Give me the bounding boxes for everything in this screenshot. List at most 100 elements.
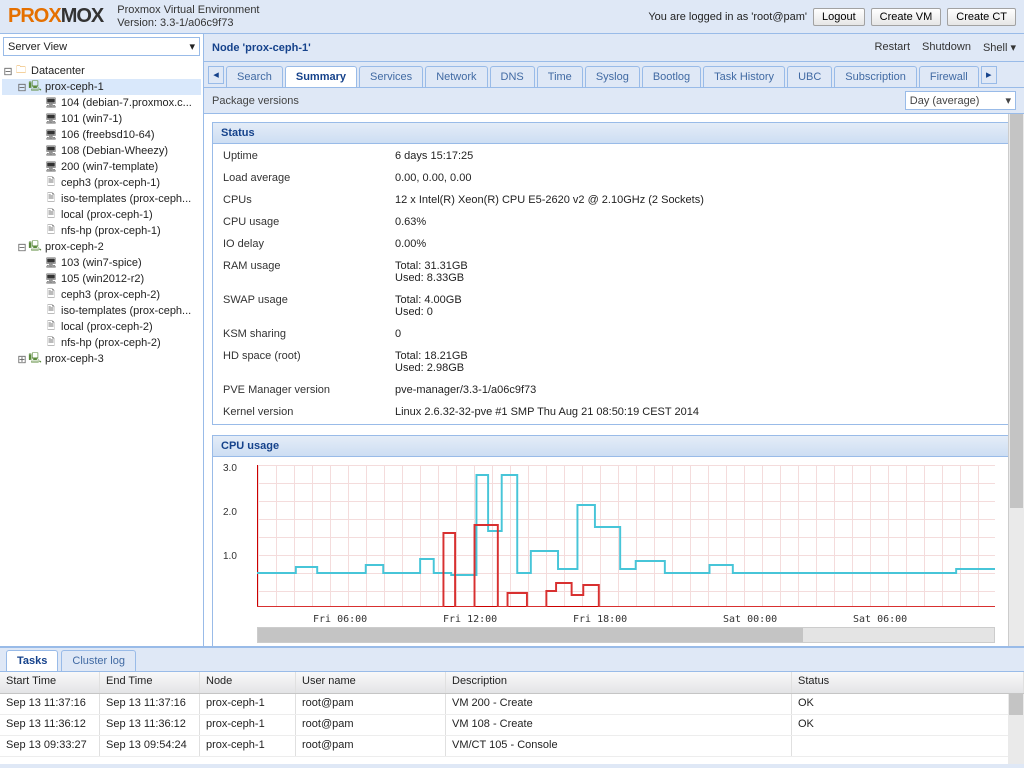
- task-cell: root@pam: [296, 715, 446, 735]
- tree-item[interactable]: 🖥200 (win7-template): [2, 159, 201, 175]
- status-key: Load average: [215, 168, 385, 188]
- tree-item[interactable]: 🗎iso-templates (prox-ceph...: [2, 303, 201, 319]
- tree-item[interactable]: 🗎iso-templates (prox-ceph...: [2, 191, 201, 207]
- tree-item[interactable]: 🖥105 (win2012-r2): [2, 271, 201, 287]
- task-cell: Sep 13 11:36:12: [100, 715, 200, 735]
- tree-item[interactable]: 🗎local (prox-ceph-2): [2, 319, 201, 335]
- expand-icon[interactable]: ⊞: [16, 353, 28, 366]
- status-key: KSM sharing: [215, 324, 385, 344]
- tab-subscription[interactable]: Subscription: [834, 66, 917, 87]
- column-header[interactable]: End Time: [100, 672, 200, 693]
- tree-datacenter[interactable]: ⊟🗀Datacenter: [2, 63, 201, 79]
- tree-label: ceph3 (prox-ceph-1): [61, 177, 160, 189]
- status-key: HD space (root): [215, 346, 385, 378]
- scrollbar-thumb[interactable]: [258, 628, 803, 642]
- shell-button[interactable]: Shell ▾: [983, 41, 1016, 54]
- tree-label: 104 (debian-7.proxmox.c...: [61, 97, 192, 109]
- tree-item[interactable]: 🖥106 (freebsd10-64): [2, 127, 201, 143]
- tab-cluster-log[interactable]: Cluster log: [61, 650, 136, 671]
- tree-label: iso-templates (prox-ceph...: [61, 193, 191, 205]
- tab-search[interactable]: Search: [226, 66, 283, 87]
- restart-button[interactable]: Restart: [875, 41, 910, 54]
- tab-ubc[interactable]: UBC: [787, 66, 832, 87]
- task-row[interactable]: Sep 13 09:33:27Sep 13 09:54:24prox-ceph-…: [0, 736, 1024, 757]
- tree-item[interactable]: 🖥104 (debian-7.proxmox.c...: [2, 95, 201, 111]
- create-ct-button[interactable]: Create CT: [947, 8, 1016, 26]
- tree-label: 101 (win7-1): [61, 113, 122, 125]
- tree-item[interactable]: 🖥103 (win7-spice): [2, 255, 201, 271]
- create-vm-button[interactable]: Create VM: [871, 8, 942, 26]
- tab-network[interactable]: Network: [425, 66, 487, 87]
- task-cell: prox-ceph-1: [200, 736, 296, 756]
- version-text: Version: 3.3-1/a06c9f73: [117, 17, 259, 30]
- status-row: CPU usage0.63%: [215, 212, 1013, 232]
- shutdown-button[interactable]: Shutdown: [922, 41, 971, 54]
- tab-dns[interactable]: DNS: [490, 66, 535, 87]
- status-row: CPUs12 x Intel(R) Xeon(R) CPU E5-2620 v2…: [215, 190, 1013, 210]
- tab-time[interactable]: Time: [537, 66, 583, 87]
- collapse-icon[interactable]: ⊟: [16, 241, 28, 254]
- tab-tasks[interactable]: Tasks: [6, 650, 58, 671]
- tree-label: Datacenter: [31, 65, 85, 77]
- chart-svg: [257, 465, 995, 607]
- task-row[interactable]: Sep 13 11:37:16Sep 13 11:37:16prox-ceph-…: [0, 694, 1024, 715]
- storage-icon: 🗎: [44, 224, 58, 238]
- view-selector[interactable]: Server View ▾: [3, 37, 200, 56]
- proxmox-logo: PROXMOX: [8, 5, 103, 28]
- task-cell: root@pam: [296, 736, 446, 756]
- tab-scroll-left[interactable]: ◂: [208, 66, 224, 84]
- scrollbar-thumb[interactable]: [1009, 694, 1023, 715]
- collapse-icon[interactable]: ⊟: [2, 65, 14, 78]
- tab-syslog[interactable]: Syslog: [585, 66, 640, 87]
- task-cell: OK: [792, 694, 1024, 714]
- collapse-icon[interactable]: ⊟: [16, 81, 28, 94]
- tab-summary[interactable]: Summary: [285, 66, 357, 87]
- tree-item[interactable]: 🖥101 (win7-1): [2, 111, 201, 127]
- tab-services[interactable]: Services: [359, 66, 423, 87]
- task-cell: prox-ceph-1: [200, 694, 296, 714]
- column-header[interactable]: User name: [296, 672, 446, 693]
- tab-firewall[interactable]: Firewall: [919, 66, 979, 87]
- status-value: 0.00%: [387, 234, 1013, 254]
- column-header[interactable]: Description: [446, 672, 792, 693]
- tab-scroll-right[interactable]: ▸: [981, 66, 997, 84]
- task-row[interactable]: Sep 13 11:36:12Sep 13 11:36:12prox-ceph-…: [0, 715, 1024, 736]
- status-value: 0.00, 0.00, 0.00: [387, 168, 1013, 188]
- status-value: Total: 18.21GBUsed: 2.98GB: [387, 346, 1013, 378]
- task-cell: Sep 13 09:33:27: [0, 736, 100, 756]
- tree-item[interactable]: 🗎local (prox-ceph-1): [2, 207, 201, 223]
- column-header[interactable]: Node: [200, 672, 296, 693]
- tree-label: 106 (freebsd10-64): [61, 129, 155, 141]
- logout-button[interactable]: Logout: [813, 8, 865, 26]
- tree-item[interactable]: 🗎ceph3 (prox-ceph-2): [2, 287, 201, 303]
- column-header[interactable]: Status: [792, 672, 1024, 693]
- tree-item[interactable]: 🗎nfs-hp (prox-ceph-2): [2, 335, 201, 351]
- y-tick: 1.0: [223, 551, 237, 562]
- content-vscrollbar[interactable]: [1008, 114, 1024, 646]
- tree-item[interactable]: 🗎ceph3 (prox-ceph-1): [2, 175, 201, 191]
- tree-node-3[interactable]: ⊞🖳prox-ceph-3: [2, 351, 201, 367]
- status-panel-header: Status: [213, 123, 1015, 144]
- timerange-dropdown[interactable]: Day (average) ▾: [905, 91, 1016, 110]
- package-versions-button[interactable]: Package versions: [212, 95, 299, 107]
- tree-item[interactable]: 🗎nfs-hp (prox-ceph-1): [2, 223, 201, 239]
- status-row: HD space (root)Total: 18.21GBUsed: 2.98G…: [215, 346, 1013, 378]
- task-vscrollbar[interactable]: [1008, 694, 1024, 764]
- task-cell: Sep 13 09:54:24: [100, 736, 200, 756]
- tree-node-1[interactable]: ⊟🖳prox-ceph-1: [2, 79, 201, 95]
- column-header[interactable]: Start Time: [0, 672, 100, 693]
- status-value: 0.63%: [387, 212, 1013, 232]
- task-cell: Sep 13 11:36:12: [0, 715, 100, 735]
- vm-icon: 🖥: [44, 256, 58, 270]
- tree-node-2[interactable]: ⊟🖳prox-ceph-2: [2, 239, 201, 255]
- left-panel: Server View ▾ ⊟🗀Datacenter⊟🖳prox-ceph-1🖥…: [0, 34, 204, 646]
- task-cell: VM 108 - Create: [446, 715, 792, 735]
- node-header: Node 'prox-ceph-1' Restart Shutdown Shel…: [204, 34, 1024, 62]
- x-tick: Fri 06:00: [313, 614, 367, 625]
- scrollbar-thumb[interactable]: [1010, 114, 1023, 508]
- tab-task-history[interactable]: Task History: [703, 66, 785, 87]
- tree-item[interactable]: 🖥108 (Debian-Wheezy): [2, 143, 201, 159]
- vm-icon: 🖥: [44, 272, 58, 286]
- tab-bootlog[interactable]: Bootlog: [642, 66, 701, 87]
- chart-hscrollbar[interactable]: [257, 627, 995, 643]
